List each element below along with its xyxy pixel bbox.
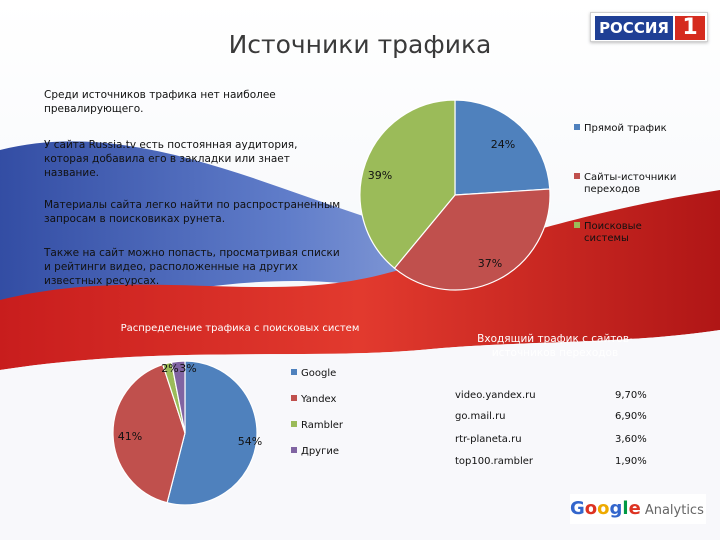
legend-swatch (291, 447, 297, 453)
page-title: Источники трафика (228, 30, 492, 59)
legend-swatch (291, 395, 297, 401)
referrer-site: video.yandex.ru (455, 390, 536, 401)
google-letter: o (584, 498, 598, 519)
referrer-share: 9,70% (615, 390, 647, 401)
referrer-share: 6,90% (615, 411, 647, 422)
data-label: 3% (179, 362, 196, 375)
paragraph-4: Также на сайт можно попасть, просматрива… (44, 247, 340, 287)
legend-swatch (291, 421, 297, 427)
chart-title: Распределение трафика с поисковых систем (121, 323, 360, 334)
google-letter: e (628, 498, 641, 519)
referrer-share: 1,90% (615, 456, 647, 467)
data-label: 2% (161, 362, 178, 375)
legend-label: Прямой трафик (584, 123, 667, 134)
paragraph-1: Среди источников трафика нет наиболее пр… (44, 89, 276, 115)
pie-slice (166, 360, 258, 506)
data-label: 39% (368, 169, 392, 182)
logo-number: 1 (675, 16, 705, 40)
legend-swatch (574, 173, 580, 179)
legend-swatch (574, 222, 580, 228)
google-wordmark: Google (570, 498, 641, 519)
legend-label: Поисковые системы (584, 221, 642, 244)
google-letter: o (597, 498, 610, 519)
analytics-label: Analytics (644, 503, 704, 518)
table-row: top100.rambler 1,90% (455, 456, 665, 472)
data-label: 41% (118, 430, 142, 443)
legend-swatch (291, 369, 297, 375)
pie-slice (393, 188, 551, 291)
pie-slice (359, 99, 456, 270)
logo-text: РОССИЯ (595, 16, 673, 40)
pie-slice (170, 360, 186, 434)
google-letter: g (609, 498, 623, 519)
legend-label: Google (301, 368, 336, 379)
legend-label: Другие (301, 446, 339, 457)
referrer-site: top100.rambler (455, 456, 534, 467)
referrer-site: go.mail.ru (455, 411, 506, 422)
legend-label: Yandex (300, 394, 337, 405)
table-row: go.mail.ru 6,90% (455, 411, 665, 427)
google-analytics-logo: Google Analytics (570, 494, 706, 524)
channel-logo: РОССИЯ 1 (590, 12, 708, 42)
data-label: 24% (491, 138, 515, 151)
paragraph-3: Материалы сайта легко найти по распростр… (44, 199, 341, 225)
legend-label: Сайты-источники переходов (584, 172, 676, 195)
referrers-title: Входящий трафик с сайтов-источников пере… (477, 333, 633, 359)
google-letter: l (622, 498, 629, 519)
pie-slice (454, 99, 551, 196)
paragraph-2: У сайта Russia.tv есть постоянная аудито… (44, 139, 298, 179)
legend-swatch (574, 124, 580, 130)
data-label: 37% (478, 257, 502, 270)
legend-label: Rambler (301, 420, 344, 431)
table-row: video.yandex.ru 9,70% (455, 390, 665, 406)
pie-slice (112, 363, 186, 504)
referrer-share: 3,60% (615, 434, 647, 445)
referrer-site: rtr-planeta.ru (455, 434, 522, 445)
google-letter: G (570, 498, 585, 519)
data-label: 54% (238, 435, 262, 448)
table-row: rtr-planeta.ru 3,60% (455, 434, 665, 450)
